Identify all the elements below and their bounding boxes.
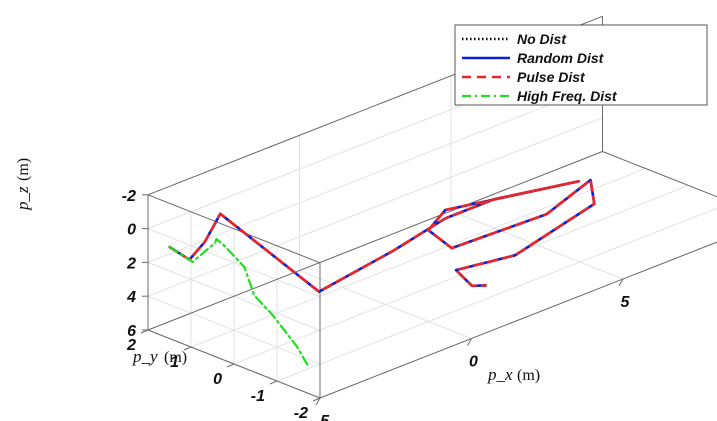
y-axis-label-symbol: p_y <box>132 347 158 366</box>
series-line-random-dist <box>168 178 596 294</box>
y-tick-mark <box>183 346 192 351</box>
z-tick-label: 0 <box>127 222 136 239</box>
legend-box <box>454 24 708 106</box>
series-line-high-freq-dist <box>168 237 309 367</box>
x-axis-label-symbol: p_x <box>487 365 513 384</box>
side-wall-grid-line <box>147 295 321 365</box>
axes-box-edge <box>147 194 321 264</box>
z-axis-label-symbol: p_z <box>13 186 32 211</box>
y-tick-label: -2 <box>294 405 308 421</box>
x-tick-mark <box>618 278 624 287</box>
side-wall-grid-line <box>147 228 321 298</box>
series-line-no-dist <box>168 178 596 293</box>
y-tick-label: 1 <box>170 354 179 371</box>
axes-box-edge <box>147 151 603 331</box>
series-lines <box>168 178 596 367</box>
x-axis-label-unit: (m) <box>517 367 540 384</box>
x-tick-mark <box>315 397 321 406</box>
y-tick-label: -1 <box>251 388 265 405</box>
y-tick-label: 2 <box>126 337 136 354</box>
x-tick-mark <box>467 338 472 346</box>
y-tick-label: 0 <box>213 371 222 388</box>
floor-grid-line <box>190 168 646 348</box>
z-tick-label: 4 <box>126 289 136 306</box>
back-wall-grid-line <box>147 117 603 297</box>
x-tick-label: -5 <box>315 413 330 421</box>
axes-box-edge <box>319 241 717 399</box>
z-tick-label: 6 <box>127 323 136 340</box>
legend-label: High Freq. Dist <box>517 88 618 104</box>
back-wall-grid-line <box>147 83 603 263</box>
y-tick-mark <box>312 397 321 402</box>
series-line-pulse-dist <box>168 178 596 294</box>
legend: No Dist Random Dist Pulse Dist High Freq. D… <box>454 24 708 106</box>
floor-grid-line <box>602 151 717 198</box>
axes-box <box>147 15 717 399</box>
z-axis-label-unit: (m) <box>15 158 32 181</box>
x-tick-label: 0 <box>469 354 478 371</box>
x-tick-label: 5 <box>621 294 631 311</box>
y-tick-mark <box>226 363 235 368</box>
y-axis-label: p_y (m) <box>132 347 187 366</box>
z-tick-label: -2 <box>122 188 136 205</box>
z-axis-label: p_z (m) <box>13 158 32 211</box>
y-tick-mark <box>269 380 278 385</box>
x-axis-label: p_x (m) <box>487 365 540 384</box>
z-tick-label: 2 <box>126 255 136 272</box>
axes-box-edge <box>602 151 717 198</box>
legend-label: No Dist <box>517 31 567 47</box>
y-axis-label-unit: (m) <box>164 349 187 366</box>
floor-grid-line <box>276 207 717 382</box>
legend-label: Pulse Dist <box>517 69 586 85</box>
legend-label: Random Dist <box>517 50 605 66</box>
